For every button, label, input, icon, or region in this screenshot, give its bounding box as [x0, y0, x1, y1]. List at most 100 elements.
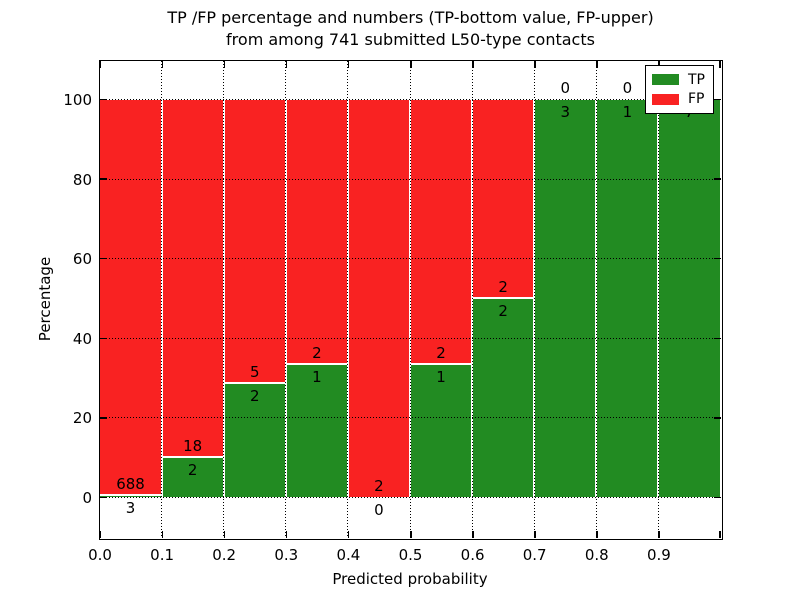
bar-top-edge [161, 455, 224, 458]
bar-count-label-fp: 2 [374, 476, 384, 495]
bar-top-edge [223, 381, 286, 384]
bar-segment-fp [410, 99, 473, 365]
bar-segment-tp [534, 99, 597, 498]
x-tick-mark-top [410, 60, 412, 68]
bar-count-label-fp: 0 [560, 78, 570, 97]
gridline-vertical [409, 60, 411, 538]
y-tick-mark-right [713, 98, 721, 101]
gridline-vertical [347, 60, 349, 538]
bar-count-label-fp: 18 [183, 436, 203, 455]
bar-count-label-tp: 1 [622, 102, 633, 121]
bar-count-label-tp: 3 [125, 498, 136, 517]
x-tick-mark [223, 530, 226, 538]
x-tick-label: 0.6 [460, 546, 485, 564]
legend-entry-fp: FP [652, 91, 707, 107]
y-tick-mark [99, 257, 107, 260]
y-tick-mark [99, 417, 107, 419]
bar-segment-tp [472, 298, 535, 498]
x-tick-label: 0.1 [150, 546, 175, 564]
x-tick-mark [285, 530, 288, 538]
x-tick-label: 0.4 [336, 546, 361, 564]
y-tick-mark-right [713, 337, 721, 340]
bar-segment-tp [161, 457, 224, 498]
y-tick-label: 80 [72, 170, 92, 189]
x-tick-mark-top [472, 60, 474, 68]
x-tick-label: 0.3 [274, 546, 299, 564]
gridline-vertical [533, 60, 535, 538]
bar-count-label-tp: 0 [374, 500, 384, 519]
bar-segment-tp [410, 364, 473, 498]
bar-segment-tp [596, 99, 659, 498]
x-tick-mark-top [161, 60, 164, 68]
gridline-vertical [223, 60, 225, 538]
bar-count-label-tp: 1 [436, 367, 446, 386]
x-tick-mark [347, 530, 350, 538]
x-tick-mark-top [596, 60, 598, 68]
x-tick-mark [719, 530, 721, 538]
bar-count-label-fp: 688 [116, 474, 145, 493]
bar-segment-tp [658, 99, 721, 498]
x-tick-mark [534, 530, 536, 538]
y-tick-label: 0 [82, 489, 92, 507]
y-tick-mark-right [713, 257, 721, 260]
gridline-horizontal [99, 337, 721, 339]
x-tick-mark [658, 530, 660, 538]
bar-top-edge [99, 493, 162, 496]
x-tick-label: 0.9 [646, 546, 671, 564]
bar-count-label-tp: 2 [498, 301, 508, 320]
bar-segment-fp [347, 99, 410, 498]
x-axis-label: Predicted probability [332, 570, 488, 588]
chart-title-line2: from among 741 submitted L50-type contac… [226, 30, 595, 49]
legend-entry-tp: TP [652, 72, 707, 88]
x-tick-label: 0.8 [584, 546, 609, 564]
bar-segment-fp [472, 99, 535, 299]
bar-segment-fp [161, 99, 224, 458]
legend-label-fp: FP [688, 91, 705, 108]
gridline-horizontal [99, 258, 721, 260]
y-tick-label: 20 [72, 409, 92, 428]
bar-count-label-tp: 1 [312, 367, 322, 386]
gridline-vertical [471, 60, 473, 538]
legend-label-tp: TP [688, 71, 705, 88]
x-tick-mark-top [658, 60, 660, 68]
chart-title: TP /FP percentage and numbers (TP-bottom… [100, 7, 721, 51]
x-tick-label: 0.5 [398, 546, 423, 564]
x-tick-mark-top [223, 60, 226, 68]
x-tick-mark [596, 530, 598, 538]
tp-color-swatch [652, 74, 679, 86]
y-tick-mark-right [713, 496, 721, 499]
bar-top-edge [472, 296, 535, 299]
bar-count-label-fp: 2 [498, 277, 508, 296]
y-tick-label: 40 [72, 329, 92, 348]
bar-count-label-fp: 5 [249, 362, 260, 381]
bar-segment-fp [223, 99, 286, 384]
gridline-horizontal [99, 497, 721, 498]
x-tick-label: 0.2 [212, 546, 237, 564]
bar-count-label-tp: 2 [187, 460, 198, 479]
bar-top-edge [410, 362, 473, 365]
x-tick-mark-top [534, 60, 536, 68]
chart-title-line1: TP /FP percentage and numbers (TP-bottom… [167, 8, 654, 27]
gridline-vertical [285, 60, 287, 538]
x-tick-mark-top [719, 60, 721, 68]
x-tick-mark [410, 530, 412, 538]
x-tick-mark-top [347, 60, 350, 68]
x-tick-label: 0.0 [88, 546, 112, 564]
y-axis-label: Percentage [36, 256, 54, 342]
bar-segment-fp [99, 99, 162, 496]
y-tick-mark [99, 98, 107, 101]
bar-count-label-fp: 2 [436, 343, 446, 362]
bar-count-label-tp: 2 [249, 386, 260, 405]
x-tick-mark [99, 530, 101, 538]
y-tick-mark-right [713, 417, 721, 419]
bar-count-label-fp: 2 [312, 343, 322, 362]
gridline-vertical [595, 60, 597, 538]
gridline-horizontal [99, 99, 721, 100]
x-tick-mark [472, 530, 474, 538]
plot-area: 68831825221202122030107 [98, 59, 723, 540]
bar-top-edge [285, 362, 348, 365]
gridline-vertical [657, 60, 659, 538]
y-tick-mark-right [713, 178, 721, 180]
x-tick-label: 0.7 [522, 546, 547, 564]
